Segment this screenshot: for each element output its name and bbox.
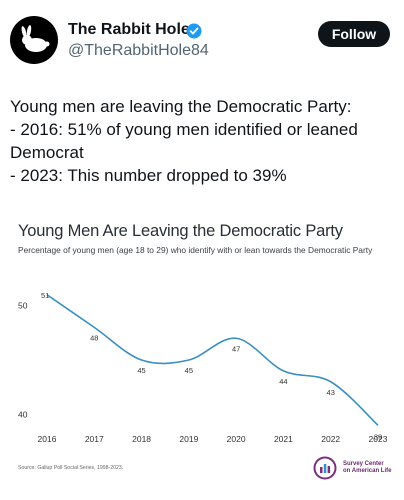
account-handle[interactable]: @TheRabbitHole84 [68,42,209,59]
data-label: 45 [137,366,145,375]
data-label: 44 [279,377,287,386]
y-tick-label: 50 [18,301,28,311]
y-tick-label: 40 [18,409,28,419]
chart-title: Young Men Are Leaving the Democratic Par… [18,222,343,240]
data-label: 45 [185,366,193,375]
x-tick-label: 2023 [369,434,388,444]
chart-subtitle: Percentage of young men (age 18 to 29) w… [18,245,373,255]
verified-badge-icon [186,23,202,39]
display-name[interactable]: The Rabbit Hole [68,21,190,38]
x-tick-label: 2017 [85,434,104,444]
tweet-header: The Rabbit Hole @TheRabbitHole84 Follow [0,0,404,80]
chart-source: Source: Gallup Poll Social Series, 1998-… [18,465,124,471]
x-tick-label: 2022 [321,434,340,444]
survey-center-logo-icon [313,456,337,480]
tweet-text: Young men are leaving the Democratic Par… [10,97,358,185]
rabbit-logo-icon [21,25,50,52]
x-tick-label: 2020 [227,434,246,444]
x-tick-label: 2021 [274,434,293,444]
x-tick-label: 2019 [179,434,198,444]
survey-center-logo: Survey Center on American Life [313,456,401,480]
data-label: 48 [90,333,98,342]
avatar[interactable] [10,16,58,64]
data-label: 43 [327,388,335,397]
chart-image[interactable]: Young Men Are Leaving the Democratic Par… [0,212,404,500]
x-tick-label: 2018 [132,434,151,444]
data-label: 51 [41,291,49,300]
data-label: 47 [232,344,240,353]
data-label: 39 [374,432,382,441]
follow-button[interactable]: Follow [318,21,390,47]
x-tick-label: 2016 [38,434,57,444]
survey-center-logo-text: Survey Center on American Life [343,461,392,474]
line-chart: 50 40 2016 2017 2018 2019 2020 2021 2022 2023 51 48… [18,291,388,444]
series-line [46,294,379,426]
